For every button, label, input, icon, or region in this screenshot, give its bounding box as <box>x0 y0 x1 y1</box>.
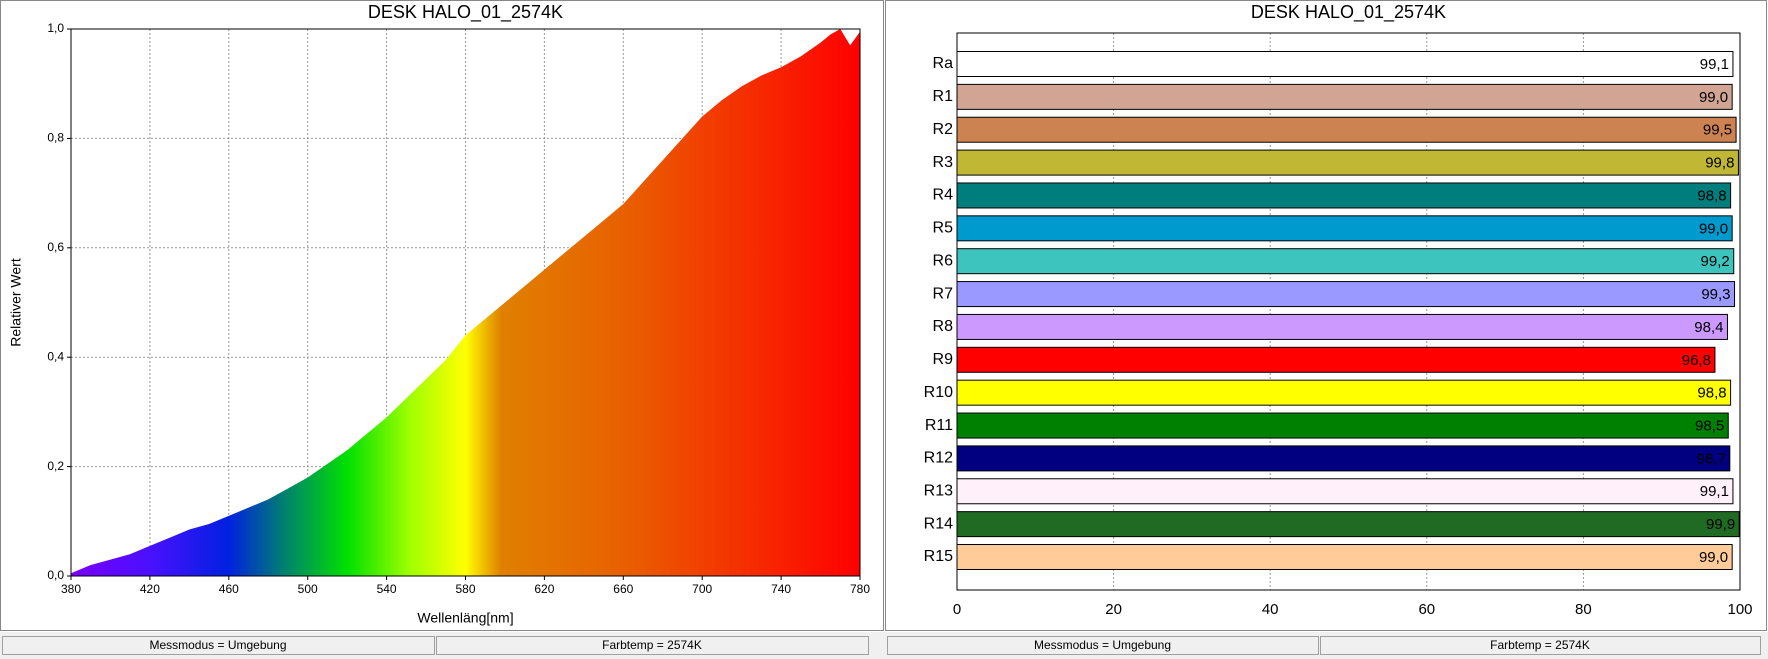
y-tick-label: 1,0 <box>47 21 64 35</box>
value-label: 99,9 <box>1706 516 1735 533</box>
x-tick-label: 460 <box>219 582 239 596</box>
plot-frame <box>956 32 1741 591</box>
x-tick-label: 500 <box>298 582 318 596</box>
bar <box>956 379 1732 406</box>
status-box <box>436 636 869 655</box>
value-label: 99,2 <box>1701 253 1730 270</box>
value-label: 98,4 <box>1694 319 1723 336</box>
x-axis-label: Wellenläng[nm] <box>417 610 513 626</box>
bar <box>956 248 1735 275</box>
bar <box>956 116 1737 143</box>
x-tick-label: 420 <box>140 582 160 596</box>
category-label: R15 <box>924 548 953 565</box>
spectrum-chart: DESK HALO_01_2574K 380 420 460 500 540 580 620 6… <box>8 2 871 626</box>
value-label: 98,8 <box>1697 187 1726 204</box>
category-label: R2 <box>933 121 954 138</box>
bar <box>956 478 1734 505</box>
category-label: R7 <box>933 285 954 302</box>
bar <box>956 346 1716 373</box>
value-label: 99,0 <box>1699 549 1728 566</box>
x-tick-label: 380 <box>61 582 81 596</box>
value-label: 96,8 <box>1682 352 1711 369</box>
y-tick-label: 0,2 <box>47 459 64 473</box>
category-label: R4 <box>933 187 954 204</box>
bar <box>956 149 1739 176</box>
chart-title: DESK HALO_01_2574K <box>368 2 563 23</box>
plot-frame <box>70 28 861 577</box>
status-text: Messmodus = Umgebung <box>149 638 286 652</box>
category-label: R14 <box>924 515 953 532</box>
status-text: Farbtemp = 2574K <box>1490 638 1590 652</box>
category-label: R6 <box>933 252 954 269</box>
status-text: Messmodus = Umgebung <box>1034 638 1171 652</box>
bar <box>956 83 1733 110</box>
x-tick-label: 620 <box>534 582 554 596</box>
y-axis-label: Relativer Wert <box>8 258 24 347</box>
y-tick-label: 0,4 <box>47 349 64 363</box>
value-label: 99,3 <box>1701 286 1730 303</box>
status-box <box>887 636 1319 655</box>
x-tick-label: 40 <box>1262 601 1279 618</box>
value-label: 98,7 <box>1697 450 1726 467</box>
spectrum-area <box>71 29 860 576</box>
bar <box>956 51 1734 77</box>
bar <box>956 511 1740 538</box>
category-label: R8 <box>933 318 954 335</box>
value-label: 99,0 <box>1699 220 1728 237</box>
category-label: R12 <box>924 450 953 467</box>
status-items: Messmodus = Umgebung Farbtemp = 2574K Mess… <box>2 636 1761 655</box>
x-tick-label: 100 <box>1727 601 1752 618</box>
x-tick-label: 700 <box>692 582 712 596</box>
x-tick-label: 60 <box>1418 601 1435 618</box>
category-label: R5 <box>933 220 954 237</box>
status-box <box>2 636 435 655</box>
category-label: R13 <box>924 482 953 499</box>
status-box <box>1320 636 1761 655</box>
x-tick-label: 0 <box>953 601 961 618</box>
y-tick-label: 0,6 <box>47 240 64 254</box>
category-label: R1 <box>933 88 954 105</box>
bar <box>956 445 1731 472</box>
y-tick-label: 0,8 <box>47 131 64 145</box>
x-tick-label: 20 <box>1105 601 1122 618</box>
bar <box>956 182 1732 209</box>
value-label: 99,8 <box>1705 155 1734 172</box>
category-label: Ra <box>933 55 954 72</box>
bar <box>956 544 1733 570</box>
bar <box>956 215 1733 242</box>
x-tick-label: 780 <box>850 582 870 596</box>
value-label: 99,1 <box>1700 56 1729 73</box>
bar <box>956 281 1736 308</box>
value-label: 99,0 <box>1699 89 1728 106</box>
x-tick-label: 80 <box>1575 601 1592 618</box>
category-label: R10 <box>924 384 953 401</box>
bar <box>956 313 1728 340</box>
category-label: R9 <box>933 351 954 368</box>
value-label: 98,5 <box>1695 418 1724 435</box>
category-label: R11 <box>925 417 953 434</box>
y-tick-label: 0,0 <box>47 568 64 582</box>
value-label: 99,1 <box>1700 483 1729 500</box>
x-tick-label: 540 <box>377 582 397 596</box>
chart-title: DESK HALO_01_2574K <box>1251 2 1446 23</box>
x-tick-label: 740 <box>771 582 791 596</box>
category-label: R3 <box>933 154 954 171</box>
value-label: 98,8 <box>1697 385 1726 402</box>
cri-chart: DESK HALO_01_2574K 0 20 40 60 80 100 Ra 99,1 R1 99… <box>924 2 1753 618</box>
status-text: Farbtemp = 2574K <box>602 638 702 652</box>
bar <box>956 412 1729 439</box>
x-tick-label: 580 <box>455 582 475 596</box>
value-label: 99,5 <box>1703 122 1732 139</box>
plot-bg <box>957 33 1740 590</box>
x-tick-label: 660 <box>613 582 633 596</box>
